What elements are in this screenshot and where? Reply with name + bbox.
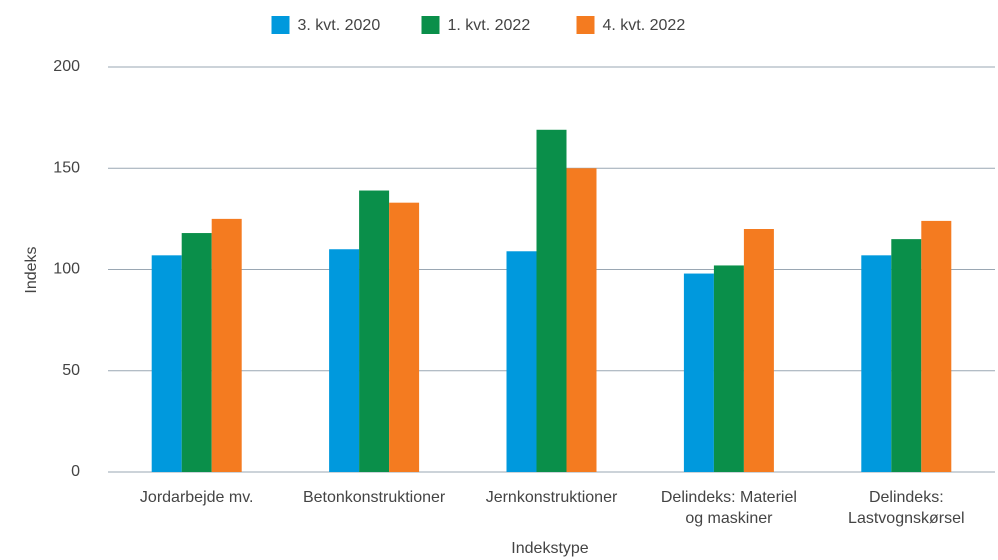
x-tick-label: Jordarbejde mv. <box>139 489 254 506</box>
bar <box>536 129 567 472</box>
legend-label: 4. kvt. 2022 <box>603 17 686 34</box>
bar <box>566 168 597 472</box>
legend-swatch <box>421 16 440 34</box>
bar <box>359 190 390 472</box>
y-tick-label: 200 <box>53 58 80 75</box>
bar <box>506 251 537 472</box>
bar <box>891 239 922 472</box>
bar <box>329 249 360 472</box>
bar <box>211 218 242 472</box>
bar <box>389 202 420 473</box>
bar <box>861 255 892 472</box>
x-tick-label: Jernkonstruktioner <box>485 489 618 506</box>
x-tick-label: Betonkonstruktioner <box>302 489 446 506</box>
y-axis-title: Indeks <box>23 246 40 293</box>
x-tick-label: Delindeks: Materiel og maskiner <box>660 489 797 527</box>
bar <box>151 255 182 472</box>
y-tick-label: 100 <box>53 261 80 278</box>
y-tick-label: 50 <box>62 362 80 379</box>
bar <box>713 265 744 472</box>
bar <box>743 229 774 472</box>
legend-swatch <box>271 16 290 34</box>
legend-swatch <box>576 16 595 34</box>
x-axis-title: Indekstype <box>511 540 588 557</box>
y-tick-label: 150 <box>53 159 80 176</box>
bar <box>921 220 952 472</box>
x-tick-label: Delindeks: Lastvognskørsel <box>848 489 965 527</box>
bar <box>683 273 714 472</box>
y-tick-label: 0 <box>71 463 80 480</box>
legend-label: 1. kvt. 2022 <box>448 17 531 34</box>
legend-label: 3. kvt. 2020 <box>298 17 381 34</box>
bar <box>181 233 212 472</box>
